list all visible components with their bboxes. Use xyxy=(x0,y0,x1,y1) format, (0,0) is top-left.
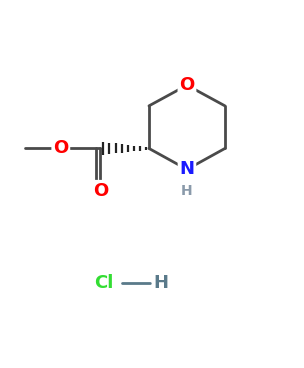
Text: O: O xyxy=(53,139,68,158)
Text: O: O xyxy=(93,182,108,200)
Text: O: O xyxy=(179,76,195,94)
Text: H: H xyxy=(181,184,193,198)
Text: H: H xyxy=(154,274,169,292)
Text: Cl: Cl xyxy=(94,274,113,292)
Text: N: N xyxy=(179,160,195,178)
